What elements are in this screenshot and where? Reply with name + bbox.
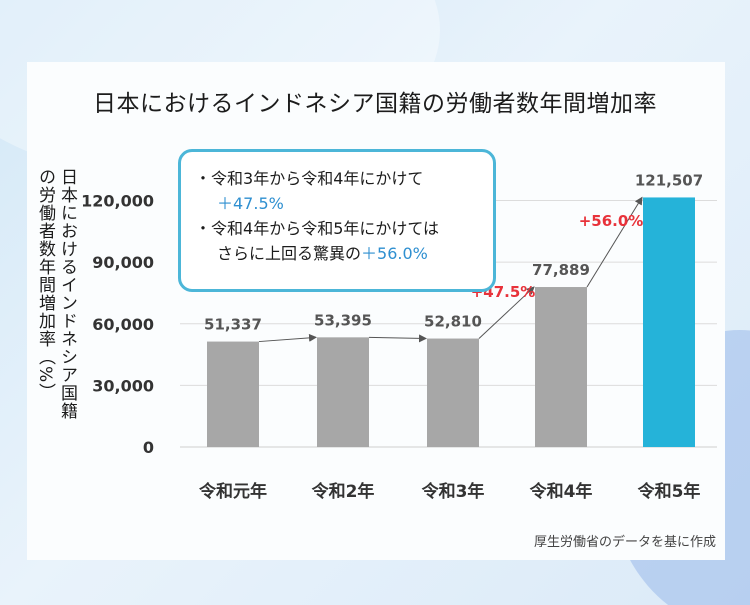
callout-line: さらに上回る驚異の＋56.0%: [195, 241, 483, 266]
callout-text: さらに上回る驚異の: [217, 244, 362, 263]
trend-arrow: [258, 333, 317, 343]
bar: [427, 338, 479, 447]
x-tick-label: 令和4年: [530, 481, 593, 502]
callout-line: ＋47.5%: [195, 191, 483, 216]
callout-bullet: ・: [195, 219, 212, 238]
callout-text: 令和3年から令和4年にかけて: [211, 169, 424, 188]
callout-value: ＋56.0%: [361, 244, 428, 263]
bar-value-label: 53,395: [314, 311, 372, 329]
x-tick-label: 令和3年: [422, 481, 485, 502]
bar-value-label: 51,337: [204, 316, 262, 334]
y-tick-label: 90,000: [92, 253, 154, 272]
source-note: 厚生労働省のデータを基に作成: [533, 535, 716, 550]
bar-value-label: 77,889: [532, 261, 590, 279]
trend-arrow: [368, 334, 427, 343]
y-tick-label: 30,000: [92, 376, 154, 395]
x-tick-label: 令和2年: [312, 481, 375, 502]
growth-callout: ・令和3年から令和4年にかけて ＋47.5% ・令和4年から令和5年にかけては …: [178, 149, 496, 292]
bar-value-label: 121,507: [635, 171, 703, 189]
y-tick-label: 60,000: [92, 315, 154, 334]
callout-value: ＋47.5%: [217, 194, 284, 213]
bar: [207, 341, 259, 447]
chart-panel: [27, 62, 725, 560]
callout-line: ・令和4年から令和5年にかけては: [195, 216, 483, 241]
callout-bullet: ・: [195, 169, 212, 188]
bar: [643, 197, 695, 447]
y-tick-label: 120,000: [81, 192, 154, 211]
bar: [535, 287, 587, 447]
callout-text: 令和4年から令和5年にかけては: [211, 219, 440, 238]
y-axis-label: 日本におけるインドネシア国籍の労働者数年間増加率（%）: [35, 168, 77, 420]
y-tick-label: 0: [143, 438, 154, 457]
growth-label: +56.0%: [579, 212, 644, 230]
trend-arrow: [478, 286, 535, 339]
callout-line: ・令和3年から令和4年にかけて: [195, 166, 483, 191]
x-tick-label: 令和元年: [199, 481, 267, 502]
x-tick-label: 令和5年: [638, 481, 701, 502]
trend-arrow: [586, 196, 643, 288]
chart-title: 日本におけるインドネシア国籍の労働者数年間増加率: [93, 91, 657, 117]
bar: [317, 337, 369, 447]
bar-value-label: 52,810: [424, 313, 482, 331]
